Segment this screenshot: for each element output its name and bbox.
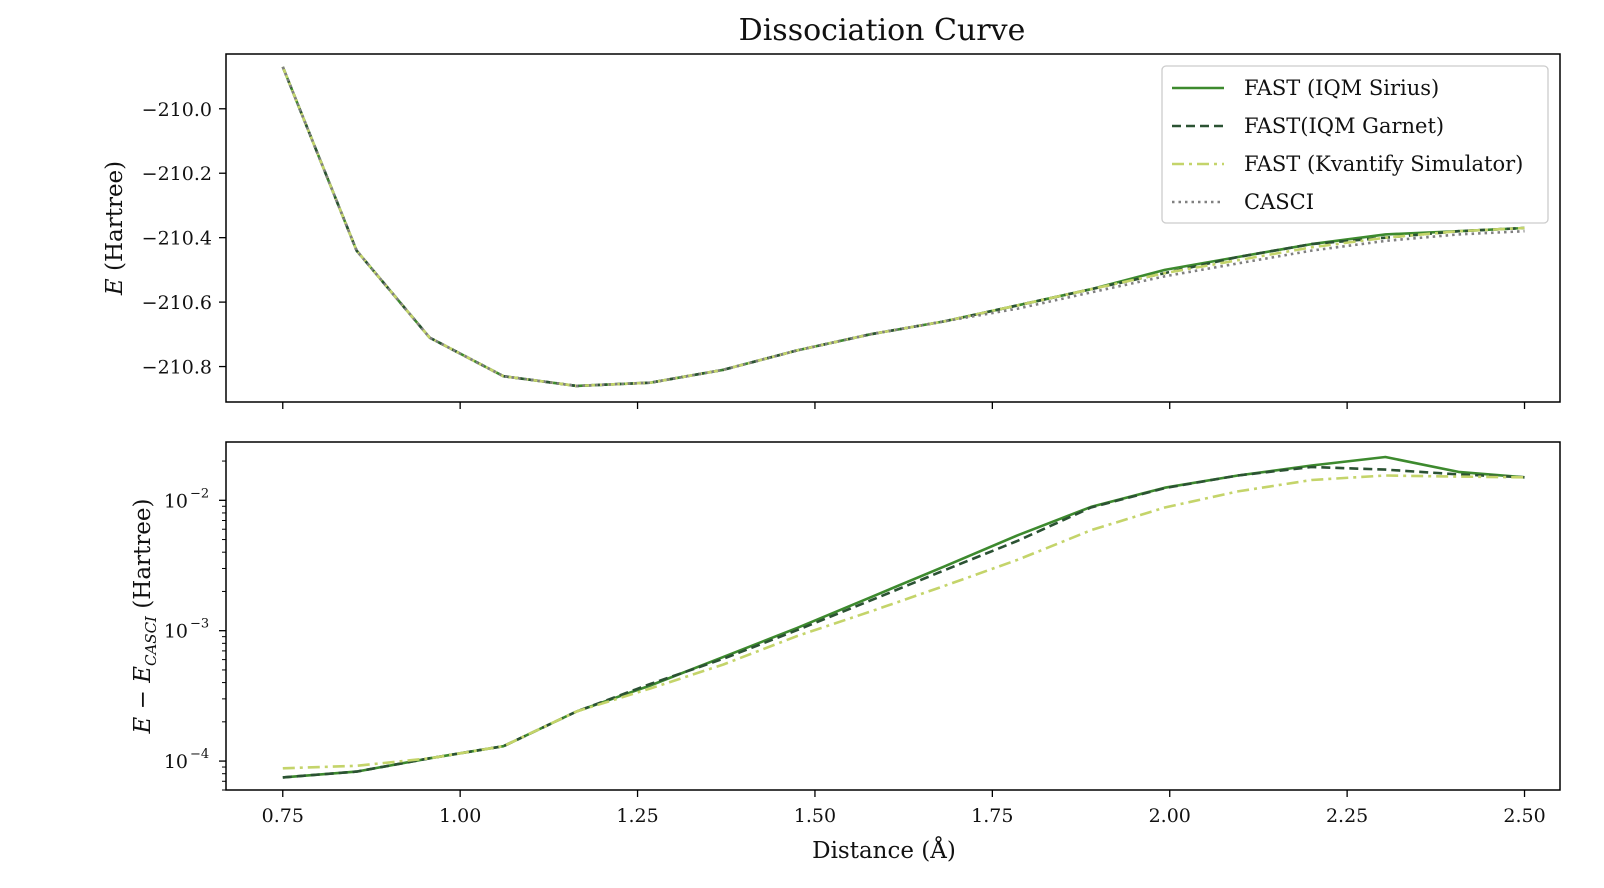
x-axis-label: Distance (Å) — [812, 836, 956, 864]
series-line-error-0 — [282, 455, 1525, 779]
x-tick-label: 1.00 — [439, 805, 481, 827]
y-tick-exponent: −2 — [190, 486, 209, 501]
error-panel: 0.75 1.00 1.25 1.50 1.75 2.00 2.25 2.5010−410−3… — [130, 441, 1561, 827]
series-line-energy-2 — [281, 66, 1525, 388]
legend-box — [1161, 65, 1549, 224]
series-line-error-1 — [282, 465, 1525, 779]
x-tick-label: 1.50 — [794, 805, 836, 827]
x-tick-label: 1.75 — [971, 805, 1013, 827]
x-tick-label: 1.25 — [616, 805, 658, 827]
series-line-error-2 — [282, 474, 1525, 770]
legend-entry-label: FAST (IQM Sirius) — [1244, 76, 1439, 100]
x-tick-label: 2.25 — [1326, 805, 1368, 827]
y-axis-label: E − ECASCI (Hartree) — [130, 499, 160, 735]
x-tick-label: 2.00 — [1149, 805, 1191, 827]
y-tick-label: 10 — [164, 490, 188, 512]
y-tick-label: −210.4 — [142, 228, 212, 250]
legend-entry-label: FAST (Kvantify Simulator) — [1244, 152, 1523, 176]
y-axis-label: E (Hartree) — [102, 161, 128, 296]
chart-title: Dissociation Curve — [739, 13, 1026, 48]
y-tick-label: −210.6 — [142, 292, 212, 314]
plot-frame — [225, 53, 1561, 403]
legend-entry-label: FAST(IQM Garnet) — [1244, 114, 1444, 138]
y-tick-label: −210.2 — [142, 163, 212, 185]
series-line-energy-3 — [281, 66, 1525, 388]
energy-panel: −210.0 −210.2 −210.4 −210.6 −210.8 E (Hartree… — [102, 53, 1561, 409]
x-tick-label: 2.50 — [1503, 805, 1545, 827]
y-tick-label: 10 — [164, 751, 188, 773]
plot-frame — [225, 441, 1561, 791]
x-tick-label: 0.75 — [262, 805, 304, 827]
y-tick-label: −210.0 — [142, 99, 212, 121]
y-tick-exponent: −4 — [190, 747, 209, 762]
legend-entry-label: CASCI — [1244, 190, 1314, 214]
y-tick-exponent: −3 — [190, 617, 209, 632]
y-tick-label: 10 — [164, 621, 188, 643]
y-tick-label: −210.8 — [142, 357, 212, 379]
